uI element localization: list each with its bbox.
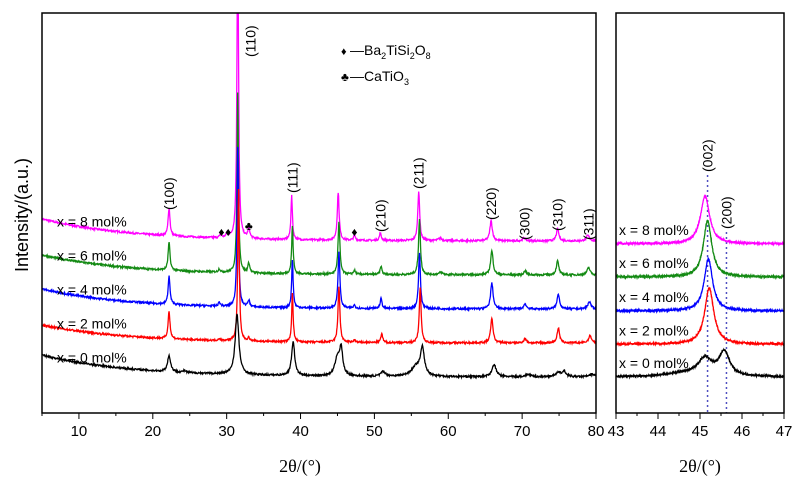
legend-symbol-catio3: ♣	[341, 70, 349, 84]
hkl-label: (310)	[550, 198, 566, 231]
hkl-label: (211)	[411, 157, 427, 189]
series-label: x = 2 mol%	[57, 316, 127, 332]
series-line-r-0	[616, 193, 784, 247]
right-x-axis-label: 2θ/(°)	[679, 456, 721, 477]
series-label: x = 6 mol%	[57, 248, 127, 264]
series-line-r-1	[616, 219, 784, 280]
series-label: x = 2 mol%	[619, 322, 689, 338]
series-line-r-4	[616, 347, 784, 380]
x-tick-label: 70	[514, 423, 531, 440]
hkl-label: (111)	[284, 162, 300, 193]
series-line-l-1	[42, 92, 596, 279]
hkl-label: (311)	[581, 208, 597, 240]
series-line-l-0	[42, 13, 596, 245]
ba2tisi2o8-marker: ♦	[225, 225, 231, 239]
hkl-label: (300)	[516, 207, 532, 240]
left-panel: 10 20 30 40 50 60 70 80 (100) (110) (111) (210) (21…	[12, 12, 605, 477]
phase-legend: ♦ —Ba2TiSi2O8 ♣ —CaTiO3	[341, 42, 431, 87]
series-line-l-3	[42, 188, 596, 346]
series-label: x = 8 mol%	[619, 222, 689, 238]
legend-text-ba2tisi2o8: —Ba2TiSi2O8	[350, 42, 431, 61]
series-line-l-4	[42, 313, 596, 380]
x-tick-label: 80	[588, 423, 605, 440]
reference-line-label: (002)	[700, 139, 716, 172]
x-tick-label: 43	[608, 423, 625, 440]
hkl-label: (100)	[161, 177, 177, 210]
x-tick-label: 20	[144, 423, 161, 440]
x-tick-label: 45	[692, 423, 709, 440]
series-label: x = 0 mol%	[57, 350, 127, 366]
series-label: x = 6 mol%	[619, 255, 689, 271]
left-plot-frame	[41, 12, 597, 414]
series-line-r-2	[616, 255, 784, 314]
ba2tisi2o8-marker: ♦	[218, 225, 224, 239]
hkl-label: (220)	[483, 187, 499, 220]
x-tick-label: 30	[218, 423, 235, 440]
series-line-l-2	[42, 146, 596, 313]
legend-text-catio3: —CaTiO3	[350, 68, 409, 87]
series-label: x = 8 mol%	[57, 214, 127, 230]
catio3-marker: ♣	[245, 219, 253, 233]
right-panel: (002) (200) 43 44 45 46 47 x = 8 mol% x = 6 mo…	[608, 12, 793, 477]
series-label: x = 0 mol%	[619, 355, 689, 371]
right-plot-frame	[615, 12, 785, 414]
ba2tisi2o8-marker: ♦	[351, 225, 357, 239]
x-tick-label: 10	[71, 423, 88, 440]
hkl-label: (110)	[242, 25, 258, 57]
series-label: x = 4 mol%	[57, 282, 127, 298]
y-axis-label: Intensity/(a.u.)	[12, 158, 32, 272]
reference-line-label: (200)	[718, 196, 734, 229]
legend-symbol-ba2tisi2o8: ♦	[341, 46, 347, 58]
x-tick-label: 50	[366, 423, 383, 440]
hkl-label: (210)	[372, 199, 388, 232]
series-line-r-3	[616, 286, 784, 348]
x-tick-label: 46	[734, 423, 751, 440]
x-tick-label: 60	[440, 423, 457, 440]
series-label: x = 4 mol%	[619, 289, 689, 305]
x-tick-label: 47	[776, 423, 793, 440]
x-tick-label: 44	[650, 423, 667, 440]
x-tick-label: 40	[292, 423, 309, 440]
left-x-axis-label: 2θ/(°)	[279, 456, 321, 477]
